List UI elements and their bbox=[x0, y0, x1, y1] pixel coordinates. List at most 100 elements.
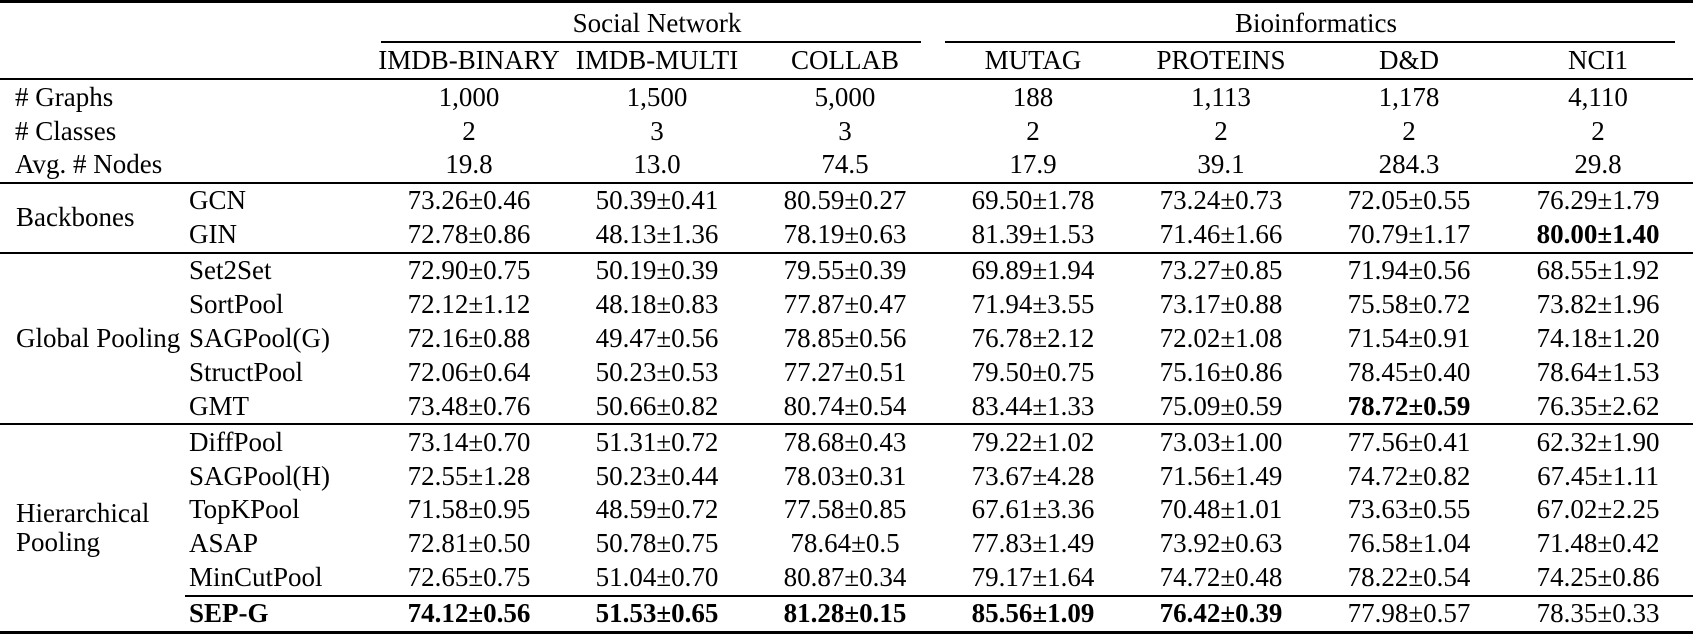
stat-value: 74.5 bbox=[751, 147, 940, 184]
method-row: TopKPool 71.58±0.95 48.59±0.72 77.58±0.85 67… bbox=[0, 493, 1693, 527]
result-value: 48.13±1.36 bbox=[563, 217, 751, 254]
result-value: 71.58±0.95 bbox=[407, 494, 531, 525]
method-row: SortPool 72.12±1.12 48.18±0.83 77.87±0.47 71… bbox=[0, 288, 1693, 322]
stat-value: 19.8 bbox=[375, 147, 563, 184]
method-label: GIN bbox=[185, 217, 375, 254]
result-value: 71.54±0.91 bbox=[1347, 323, 1471, 353]
stat-value: 17.9 bbox=[939, 147, 1128, 184]
result-value: 78.45±0.40 bbox=[1347, 356, 1471, 387]
result-value: 73.67±4.28 bbox=[971, 460, 1095, 491]
method-label: Set2Set bbox=[189, 255, 272, 286]
result-value: 50.66±0.82 bbox=[563, 389, 751, 426]
result-value: 74.12±0.56 bbox=[375, 594, 563, 634]
result-value: 77.58±0.85 bbox=[783, 494, 907, 525]
result-value: 80.87±0.34 bbox=[783, 562, 907, 593]
result-value: 78.68±0.43 bbox=[783, 426, 907, 457]
column-header-nci1: NCI1 bbox=[1503, 43, 1693, 81]
result-value: 79.50±0.75 bbox=[971, 356, 1095, 387]
result-value: 77.27±0.51 bbox=[783, 356, 907, 387]
result-value: 75.09±0.59 bbox=[1127, 389, 1316, 426]
result-value: 48.18±0.83 bbox=[595, 289, 719, 320]
result-value: 76.58±1.04 bbox=[1347, 528, 1471, 559]
column-header-proteins: PROTEINS bbox=[1127, 43, 1316, 81]
result-value: 77.87±0.47 bbox=[783, 289, 907, 320]
group-label-text: Social Network bbox=[572, 7, 742, 38]
result-value: 74.72±0.48 bbox=[1159, 562, 1283, 593]
method-row: Hierarchical Pooling DiffPool 73.14±0.70 51… bbox=[0, 424, 1693, 634]
stats-row: # Classes 2 3 3 2 2 2 2 bbox=[0, 114, 1693, 148]
stats-row: Avg. # Nodes 19.8 13.0 74.5 17.9 39.1 284.3 29.… bbox=[0, 147, 1693, 184]
method-row: StructPool 72.06±0.64 50.23±0.53 77.27±0.51… bbox=[0, 355, 1693, 389]
column-header-dd: D&D bbox=[1315, 43, 1504, 81]
result-value: 72.55±1.28 bbox=[407, 460, 531, 491]
result-value: 73.03±1.00 bbox=[1159, 426, 1283, 457]
stat-value: 1,178 bbox=[1378, 81, 1440, 112]
result-value: 79.22±1.02 bbox=[971, 426, 1095, 457]
result-value: 67.61±3.36 bbox=[971, 494, 1095, 525]
method-row: SEP-G 74.12±0.56 51.53±0.65 81.28±0.15 85.56… bbox=[0, 594, 1693, 634]
result-value: 72.02±1.08 bbox=[1159, 323, 1283, 353]
result-value: 79.17±1.64 bbox=[971, 562, 1095, 593]
result-value: 76.35±2.62 bbox=[1503, 389, 1693, 426]
result-value: 78.64±1.53 bbox=[1536, 356, 1660, 387]
method-label: TopKPool bbox=[189, 494, 300, 525]
section-group-label: Hierarchical Pooling bbox=[0, 424, 185, 634]
stat-value: 2 bbox=[1214, 115, 1228, 146]
result-value: 73.27±0.85 bbox=[1159, 255, 1283, 286]
column-header-imdb-binary: IMDB-BINARY bbox=[375, 43, 563, 81]
stats-label: Avg. # Nodes bbox=[0, 147, 375, 184]
result-value: 50.19±0.39 bbox=[595, 255, 719, 286]
column-group-bioinformatics: Bioinformatics bbox=[939, 2, 1693, 44]
result-value: 72.12±1.12 bbox=[407, 289, 531, 320]
result-value: 75.16±0.86 bbox=[1159, 356, 1283, 387]
stats-row: # Graphs 1,000 1,500 5,000 188 1,113 1,178 4,11… bbox=[0, 79, 1693, 114]
result-value: 72.06±0.64 bbox=[407, 356, 531, 387]
method-row: SAGPool(H) 72.55±1.28 50.23±0.44 78.03±0.31… bbox=[0, 459, 1693, 493]
result-value: 78.22±0.54 bbox=[1347, 562, 1471, 593]
stat-value: 5,000 bbox=[814, 81, 876, 112]
result-value: 71.56±1.49 bbox=[1159, 460, 1283, 491]
column-header-imdb-multi: IMDB-MULTI bbox=[563, 43, 751, 81]
result-value: 70.48±1.01 bbox=[1159, 494, 1283, 525]
result-value: 83.44±1.33 bbox=[939, 389, 1128, 426]
stat-value: 39.1 bbox=[1127, 147, 1316, 184]
group-header-row: Social Network Bioinformatics bbox=[0, 2, 1693, 44]
group-underline bbox=[381, 41, 922, 44]
result-value: 78.19±0.63 bbox=[751, 217, 940, 254]
corner-cell bbox=[0, 43, 375, 81]
method-row: Global Pooling Set2Set 72.90±0.75 50.19±0.3… bbox=[0, 252, 1693, 426]
column-header-row: IMDB-BINARY IMDB-MULTI COLLAB MUTAG PROT… bbox=[0, 43, 1693, 81]
result-value: 50.23±0.53 bbox=[595, 356, 719, 387]
stat-value: 13.0 bbox=[563, 147, 751, 184]
result-value: 76.29±1.79 bbox=[1536, 185, 1660, 216]
result-value: 68.55±1.92 bbox=[1536, 255, 1660, 286]
stat-value: 188 bbox=[1012, 81, 1054, 112]
result-value: 71.94±0.56 bbox=[1347, 255, 1471, 286]
section-group-label: Global Pooling bbox=[0, 252, 185, 426]
group-underline bbox=[945, 41, 1676, 44]
result-value: 76.78±2.12 bbox=[971, 323, 1095, 353]
result-value: 71.48±0.42 bbox=[1536, 528, 1660, 559]
result-value: 73.63±0.55 bbox=[1347, 494, 1471, 525]
group-label-text: Bioinformatics bbox=[1235, 7, 1398, 38]
result-value: 72.05±0.55 bbox=[1347, 185, 1471, 216]
result-value: 73.48±0.76 bbox=[375, 389, 563, 426]
result-value: 78.72±0.59 bbox=[1315, 389, 1504, 426]
method-label: GMT bbox=[185, 389, 375, 426]
result-value: 73.14±0.70 bbox=[407, 426, 531, 457]
method-label: SEP-G bbox=[185, 594, 375, 634]
result-value: 77.83±1.49 bbox=[971, 528, 1095, 559]
result-value: 72.81±0.50 bbox=[407, 528, 531, 559]
method-label: DiffPool bbox=[189, 426, 284, 457]
stat-value: 1,113 bbox=[1191, 81, 1251, 112]
method-row: GMT 73.48±0.76 50.66±0.82 80.74±0.54 83.44±1… bbox=[0, 389, 1693, 426]
section-group-label: Backbones bbox=[0, 182, 185, 254]
result-value: 80.59±0.27 bbox=[783, 185, 907, 216]
result-value: 75.58±0.72 bbox=[1347, 289, 1471, 320]
result-value: 73.24±0.73 bbox=[1159, 185, 1283, 216]
result-value: 73.82±1.96 bbox=[1536, 289, 1660, 320]
result-value: 69.50±1.78 bbox=[971, 185, 1095, 216]
result-value: 67.02±2.25 bbox=[1536, 494, 1660, 525]
method-label: SortPool bbox=[189, 289, 284, 320]
